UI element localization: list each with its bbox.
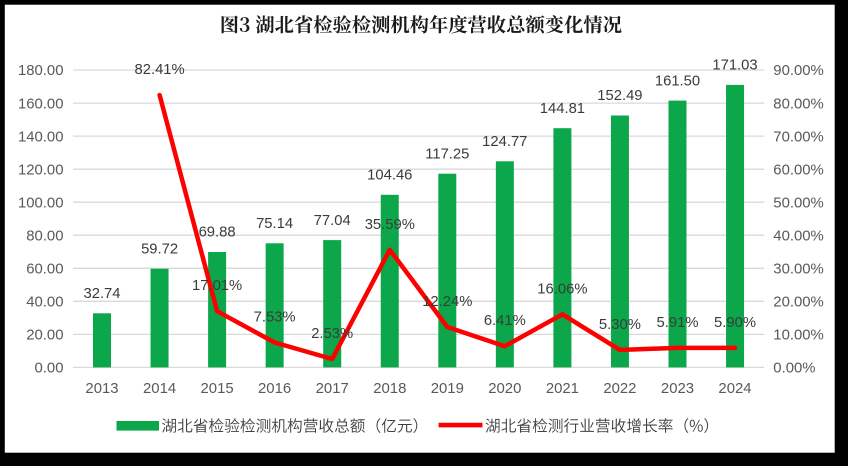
svg-text:40.00: 40.00 — [26, 295, 63, 311]
svg-text:69.88: 69.88 — [199, 225, 236, 241]
svg-text:77.04: 77.04 — [314, 213, 351, 229]
svg-text:2016: 2016 — [258, 381, 291, 397]
svg-text:60.00: 60.00 — [26, 262, 63, 278]
svg-text:35.59%: 35.59% — [365, 217, 415, 233]
svg-text:80.00%: 80.00% — [773, 96, 824, 112]
svg-text:0.00: 0.00 — [35, 361, 64, 377]
svg-text:120.00: 120.00 — [18, 162, 64, 178]
svg-text:70.00%: 70.00% — [773, 129, 824, 145]
svg-text:6.41%: 6.41% — [484, 313, 526, 329]
svg-text:50.00%: 50.00% — [773, 195, 824, 211]
svg-text:140.00: 140.00 — [18, 129, 64, 145]
svg-text:5.90%: 5.90% — [714, 315, 756, 331]
svg-text:20.00: 20.00 — [26, 328, 63, 344]
svg-text:90.00%: 90.00% — [773, 63, 824, 79]
svg-text:2013: 2013 — [85, 381, 118, 397]
svg-text:171.03: 171.03 — [712, 58, 757, 74]
svg-text:20.00%: 20.00% — [773, 295, 824, 311]
svg-text:10.00%: 10.00% — [773, 328, 824, 344]
svg-text:60.00%: 60.00% — [773, 162, 824, 178]
svg-text:160.00: 160.00 — [18, 96, 64, 112]
svg-text:2014: 2014 — [143, 381, 176, 397]
svg-text:0.00%: 0.00% — [773, 361, 815, 377]
svg-text:16.06%: 16.06% — [537, 281, 587, 297]
svg-text:161.50: 161.50 — [655, 73, 700, 89]
svg-text:152.49: 152.49 — [597, 88, 642, 104]
svg-text:5.91%: 5.91% — [657, 315, 699, 331]
svg-text:2019: 2019 — [431, 381, 464, 397]
svg-text:100.00: 100.00 — [18, 195, 64, 211]
svg-text:82.41%: 82.41% — [135, 62, 185, 78]
svg-text:40.00%: 40.00% — [773, 228, 824, 244]
svg-text:117.25: 117.25 — [425, 146, 469, 162]
svg-text:32.74: 32.74 — [83, 286, 120, 302]
svg-text:2020: 2020 — [488, 381, 521, 397]
svg-text:2021: 2021 — [546, 381, 579, 397]
svg-text:124.77: 124.77 — [482, 134, 527, 150]
svg-text:2023: 2023 — [661, 381, 694, 397]
svg-text:2022: 2022 — [603, 381, 636, 397]
svg-text:2018: 2018 — [373, 381, 406, 397]
svg-text:59.72: 59.72 — [141, 241, 178, 257]
svg-text:7.53%: 7.53% — [254, 310, 296, 326]
svg-text:12.24%: 12.24% — [422, 294, 472, 310]
svg-text:104.46: 104.46 — [367, 168, 412, 184]
svg-text:2015: 2015 — [201, 381, 234, 397]
svg-text:180.00: 180.00 — [18, 63, 64, 79]
svg-text:2017: 2017 — [316, 381, 349, 397]
svg-text:2.53%: 2.53% — [311, 326, 353, 342]
svg-text:30.00%: 30.00% — [773, 262, 824, 278]
svg-text:80.00: 80.00 — [26, 228, 63, 244]
svg-text:2024: 2024 — [718, 381, 751, 397]
svg-text:75.14: 75.14 — [256, 216, 293, 232]
svg-text:5.30%: 5.30% — [599, 317, 641, 333]
svg-text:144.81: 144.81 — [540, 101, 585, 117]
svg-text:17.01%: 17.01% — [192, 278, 242, 294]
